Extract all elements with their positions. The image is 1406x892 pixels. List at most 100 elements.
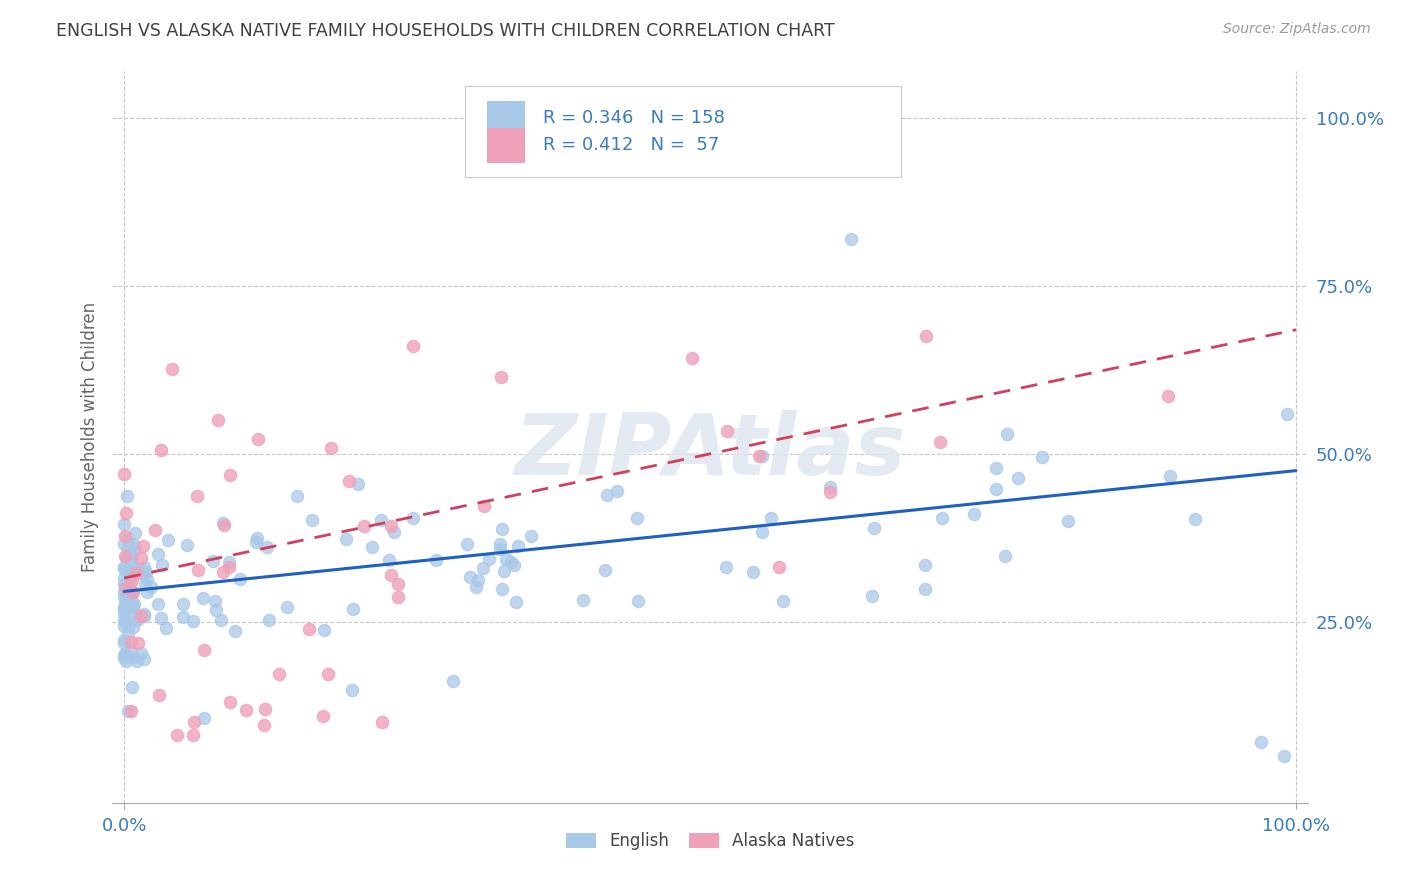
Point — [186, 488, 208, 502]
Point — [491, 582, 513, 596]
Point — [1007, 470, 1029, 484]
Point — [994, 549, 1017, 564]
Point — [132, 559, 155, 574]
Point — [129, 551, 152, 566]
Point — [219, 467, 242, 482]
Point — [235, 703, 257, 717]
Point — [380, 519, 402, 533]
Point — [212, 516, 235, 530]
Point — [120, 547, 142, 561]
Point — [321, 441, 343, 455]
Point — [112, 636, 135, 650]
Point — [121, 680, 143, 694]
Point — [191, 591, 214, 606]
Point — [112, 602, 135, 616]
Point — [117, 489, 139, 503]
Point — [181, 614, 204, 628]
Point — [120, 704, 142, 718]
Point — [124, 649, 146, 664]
Point — [464, 580, 486, 594]
Point — [963, 507, 986, 521]
Point — [193, 711, 215, 725]
Point — [346, 477, 368, 491]
Point — [117, 619, 139, 633]
Point — [172, 609, 194, 624]
Point — [768, 559, 790, 574]
Point — [120, 644, 142, 658]
Point — [361, 541, 384, 555]
Point — [132, 539, 155, 553]
Point — [114, 654, 136, 668]
Point — [285, 489, 308, 503]
Point — [187, 563, 209, 577]
Point — [155, 622, 177, 636]
Point — [371, 715, 394, 730]
Point — [1157, 388, 1180, 402]
Point — [314, 623, 336, 637]
Point — [117, 541, 139, 555]
Point — [245, 531, 267, 545]
Point — [751, 449, 773, 463]
Point — [118, 586, 141, 600]
Point — [148, 597, 170, 611]
Point — [342, 682, 364, 697]
Point — [134, 607, 156, 621]
Point — [134, 577, 156, 591]
Point — [122, 609, 145, 624]
Point — [253, 717, 276, 731]
Point — [129, 609, 152, 624]
Point — [1277, 407, 1299, 421]
Point — [596, 488, 619, 502]
Point — [472, 499, 495, 513]
Point — [716, 425, 738, 439]
Point — [114, 597, 136, 611]
Point — [335, 532, 357, 546]
Point — [162, 361, 184, 376]
Point — [995, 426, 1018, 441]
Point — [441, 673, 464, 688]
Point — [370, 513, 392, 527]
Point — [312, 708, 335, 723]
Point — [150, 558, 173, 572]
Point — [125, 613, 148, 627]
Point — [1056, 514, 1078, 528]
Point — [118, 599, 141, 614]
Text: ENGLISH VS ALASKA NATIVE FAMILY HOUSEHOLDS WITH CHILDREN CORRELATION CHART: ENGLISH VS ALASKA NATIVE FAMILY HOUSEHOL… — [56, 22, 835, 40]
Point — [212, 517, 235, 532]
Point — [458, 570, 481, 584]
Point — [128, 561, 150, 575]
Point — [301, 513, 323, 527]
Point — [112, 651, 135, 665]
Point — [593, 563, 616, 577]
Point — [218, 695, 240, 709]
Point — [117, 590, 139, 604]
Point — [246, 432, 269, 446]
Point — [127, 635, 149, 649]
Point — [122, 537, 145, 551]
Legend: English, Alaska Natives: English, Alaska Natives — [560, 825, 860, 856]
Point — [114, 577, 136, 591]
Point — [114, 506, 136, 520]
FancyBboxPatch shape — [486, 128, 524, 163]
Point — [501, 555, 523, 569]
Point — [122, 560, 145, 574]
Point — [112, 606, 135, 620]
Point — [121, 585, 143, 599]
Point — [1031, 450, 1053, 465]
Point — [1184, 512, 1206, 526]
Point — [112, 590, 135, 604]
Point — [748, 450, 770, 464]
Point — [488, 541, 510, 556]
Point — [626, 510, 648, 524]
Text: R = 0.412   N =  57: R = 0.412 N = 57 — [543, 136, 718, 154]
Point — [456, 537, 478, 551]
Point — [380, 568, 402, 582]
Point — [489, 537, 512, 551]
Point — [402, 339, 425, 353]
Point — [112, 600, 135, 615]
Point — [117, 586, 139, 600]
Point — [761, 511, 783, 525]
Point — [914, 582, 936, 597]
Point — [201, 554, 224, 568]
Point — [387, 577, 409, 591]
